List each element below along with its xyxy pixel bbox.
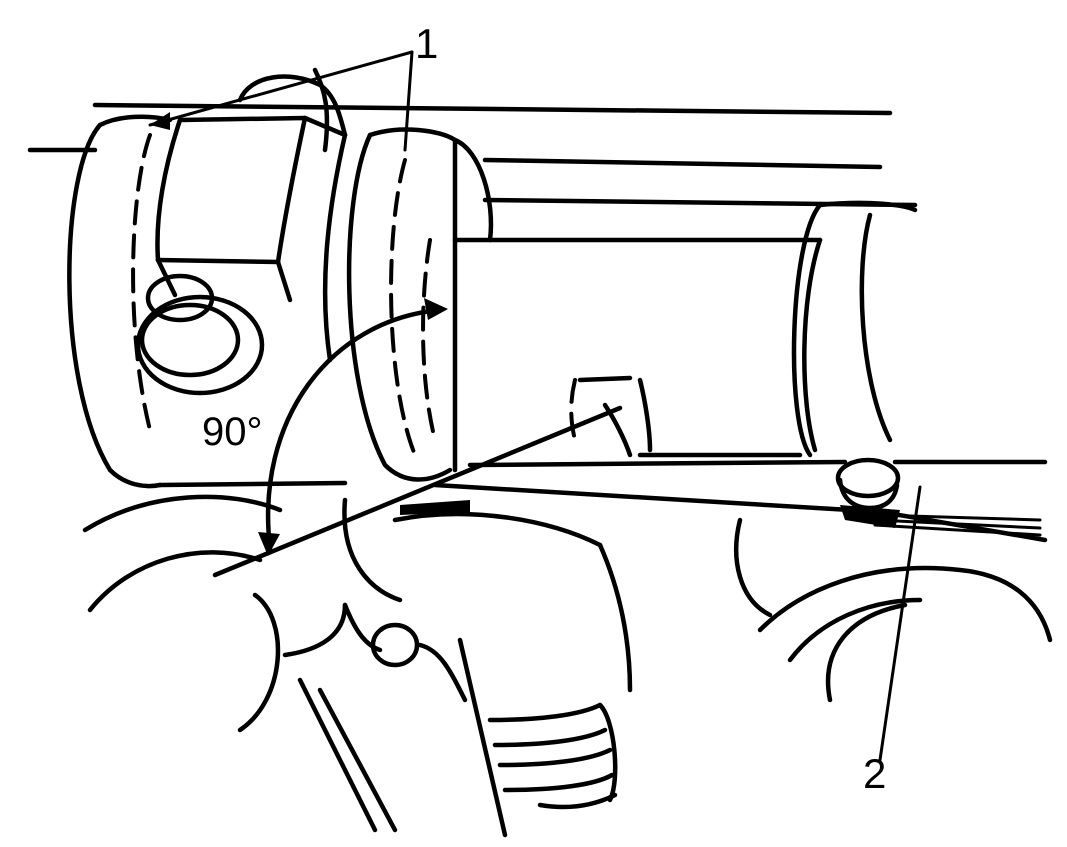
rocker-arm-block	[155, 67, 348, 363]
callout-2-leader	[878, 485, 922, 762]
adjuster-nut	[135, 273, 265, 396]
arc-arrowhead-top	[424, 298, 448, 320]
reference-straight-edge	[212, 405, 623, 578]
shaft-body	[452, 200, 918, 458]
callout-label-2: 2	[863, 750, 886, 797]
callout-label-1: 1	[415, 20, 438, 67]
angle-label: 90°	[202, 410, 263, 454]
middle-cam-disc	[346, 127, 494, 482]
callout-1-leaders	[148, 50, 414, 152]
feeler-gauge	[400, 459, 1048, 543]
right-angle-arc	[258, 298, 448, 556]
gauge-pivot-bolt	[835, 457, 901, 511]
left-journal	[67, 114, 348, 489]
valve-tappet	[569, 375, 653, 458]
arc-arrowhead-bottom	[258, 532, 280, 556]
cylinder-head	[82, 494, 468, 833]
valve-spring-retainer	[342, 497, 633, 838]
